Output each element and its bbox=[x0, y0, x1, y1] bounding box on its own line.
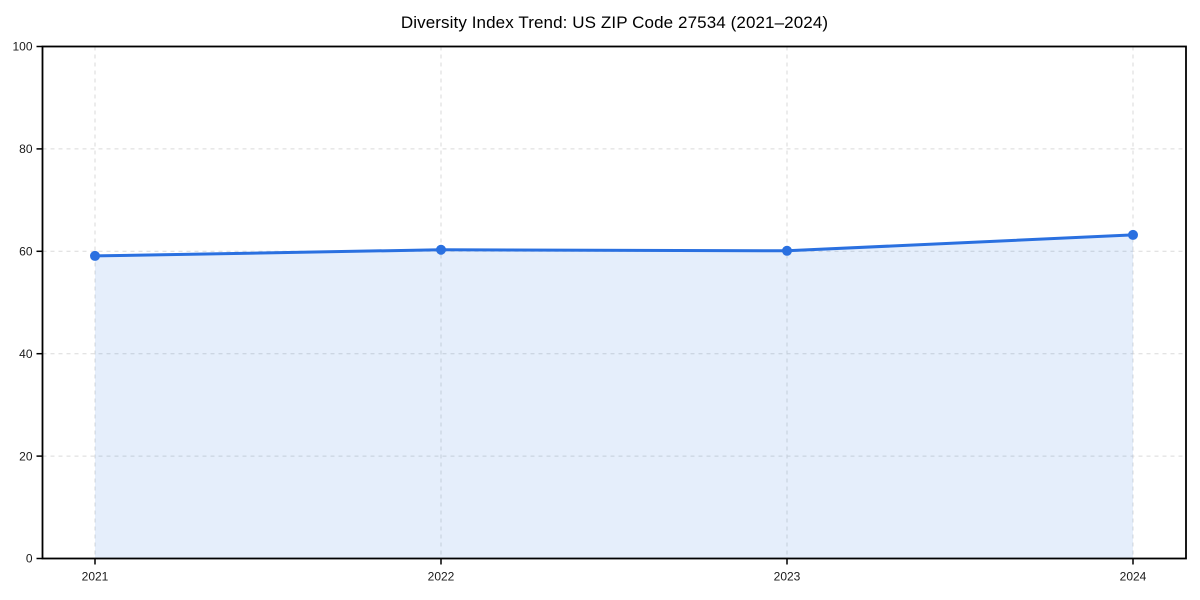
x-axis-tick-label: 2023 bbox=[774, 570, 801, 584]
data-point-marker bbox=[90, 250, 100, 261]
y-axis-tick-label: 80 bbox=[19, 142, 33, 156]
data-point-marker bbox=[436, 244, 446, 255]
data-point-marker bbox=[1128, 229, 1138, 240]
x-axis-tick-label: 2021 bbox=[82, 570, 109, 584]
y-axis-tick-label: 60 bbox=[19, 245, 33, 259]
y-axis-tick-label: 0 bbox=[26, 552, 33, 566]
data-point-marker bbox=[782, 245, 792, 256]
plot-border bbox=[41, 45, 1187, 560]
area-fill bbox=[95, 234, 1133, 559]
x-axis-tick-label: 2024 bbox=[1120, 570, 1147, 584]
y-axis-tick-label: 100 bbox=[12, 40, 32, 54]
y-axis-tick-label: 20 bbox=[19, 449, 33, 463]
x-axis-tick-label: 2022 bbox=[428, 570, 455, 584]
trend-line bbox=[93, 233, 1135, 258]
y-axis-tick-label: 40 bbox=[19, 347, 33, 361]
chart-title: Diversity Index Trend: US ZIP Code 27534… bbox=[400, 13, 829, 32]
